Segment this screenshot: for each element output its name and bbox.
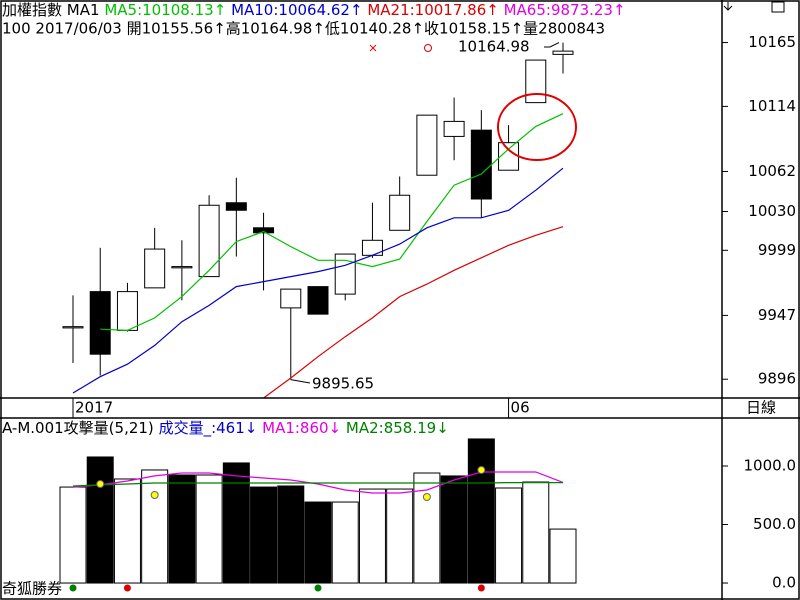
candle-body	[470, 129, 492, 200]
volume-legend: 成交量_:461↓	[159, 419, 258, 438]
candle-body	[171, 266, 193, 269]
signal-flag	[69, 584, 77, 592]
y-tick-label: 10114	[748, 97, 796, 115]
candle-body	[198, 204, 220, 278]
indicator-title: A-M.001攻擊量(5,21)	[2, 419, 154, 437]
volume-bar	[467, 438, 495, 584]
volume-bar	[522, 481, 550, 584]
signal-dot	[422, 493, 431, 502]
volume-bar	[222, 462, 250, 584]
candle-body	[225, 202, 247, 211]
signal-dot	[96, 480, 105, 489]
y-tick-label: 9896	[758, 370, 796, 388]
ma-line	[100, 113, 564, 332]
signal-dot	[477, 465, 486, 474]
volume-bar	[495, 487, 523, 584]
annotation: 10164.98	[458, 38, 530, 56]
volume-bar	[440, 475, 468, 584]
annotation: 9895.65	[312, 375, 374, 393]
y-tick-label: 10165	[748, 33, 796, 51]
quote-line: 100 2017/06/03 開10155.56↑高10164.98↑低1014…	[2, 20, 605, 38]
y-tick-label: 10062	[748, 162, 796, 180]
volume-bar	[250, 486, 278, 584]
header-line: 加權指數 MA1 MA5:10108.13↑ MA10:10064.62↑ MA…	[2, 1, 626, 19]
candle-body	[361, 239, 383, 256]
annotation-leader	[544, 42, 560, 48]
legend-entry: MA1:860↓	[262, 419, 341, 437]
candle-body	[443, 120, 465, 137]
candle-body	[498, 142, 520, 171]
legend-entry: MA65:9873.23↑	[504, 1, 626, 19]
volume-bar	[141, 469, 169, 584]
volume-bar	[386, 488, 414, 584]
signal-flag	[314, 584, 322, 592]
volume-bar	[168, 474, 196, 584]
window-icons[interactable]	[723, 1, 785, 13]
signal-o	[424, 44, 432, 52]
period-label: 日線	[746, 399, 776, 417]
candle-body	[416, 114, 438, 176]
volume-bar	[195, 474, 223, 584]
signal-x	[369, 44, 377, 52]
y-tick-label: 9999	[758, 241, 796, 259]
y-tick-label: 500.0	[753, 515, 796, 533]
annotation-leader	[290, 379, 311, 384]
overlay: 10165 10114 10062 10030 9999 9947 9896 2017 06 10…	[72, 33, 797, 592]
footer: 奇狐勝券	[2, 580, 62, 598]
candle-body	[552, 50, 574, 55]
volume-bar	[277, 485, 305, 584]
signal-dot	[150, 491, 159, 500]
legend-entry: MA5:10108.13↑	[104, 1, 226, 19]
volume-panel	[59, 438, 577, 592]
x-tick-label: 2017	[75, 399, 113, 417]
volume-bar	[304, 501, 332, 584]
y-tick-label: 9947	[758, 306, 796, 324]
x-tick-label: 06	[511, 399, 530, 417]
highlight-circle	[497, 93, 577, 161]
volume-bar	[86, 456, 114, 584]
y-tick-label: 1000.0	[744, 456, 797, 474]
volume-bar	[331, 501, 359, 584]
candle-body	[62, 326, 84, 329]
ma-line	[72, 167, 564, 394]
candle-body	[253, 227, 275, 234]
legend-entry: MA21:10017.86↑	[367, 1, 498, 19]
ma-line	[263, 226, 564, 398]
candle-body	[116, 291, 138, 331]
instrument: 加權指數	[2, 1, 62, 19]
volume-header: A-M.001攻擊量(5,21) 成交量_:461↓ MA1:860↓ MA2:…	[2, 419, 449, 438]
candle-body	[89, 291, 111, 355]
ma-label: MA1	[67, 1, 100, 19]
price-panel	[62, 42, 574, 398]
candle-body	[307, 286, 329, 315]
window-icon[interactable]	[771, 1, 785, 13]
volume-bar	[549, 528, 577, 584]
volume-bar	[113, 478, 141, 584]
legend-entry: MA2:858.19↓	[346, 419, 449, 437]
volume-bar	[59, 486, 87, 584]
legend-entry: MA10:10064.62↑	[231, 1, 362, 19]
ma-line	[72, 482, 563, 487]
signal-flag	[123, 584, 131, 592]
signal-flag	[477, 584, 485, 592]
y-tick-label: 10030	[748, 202, 796, 220]
y-tick-label: 0.0	[772, 574, 796, 592]
candle-body	[144, 248, 166, 289]
volume-bar	[358, 488, 386, 584]
candle-body	[280, 288, 302, 309]
candle-body	[525, 59, 547, 104]
scroll-icon[interactable]	[723, 5, 733, 11]
candle-body	[389, 194, 411, 231]
